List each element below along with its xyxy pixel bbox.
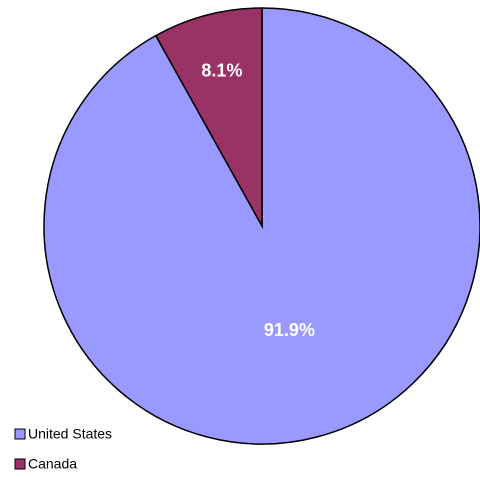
legend-label: United States [28,426,112,442]
legend-label: Canada [28,456,77,472]
legend-swatch [14,428,26,440]
pie-slice [154,7,263,229]
legend-swatch [14,458,26,470]
value-label: 91.9% [264,320,315,340]
value-label: 8.1% [201,61,242,81]
